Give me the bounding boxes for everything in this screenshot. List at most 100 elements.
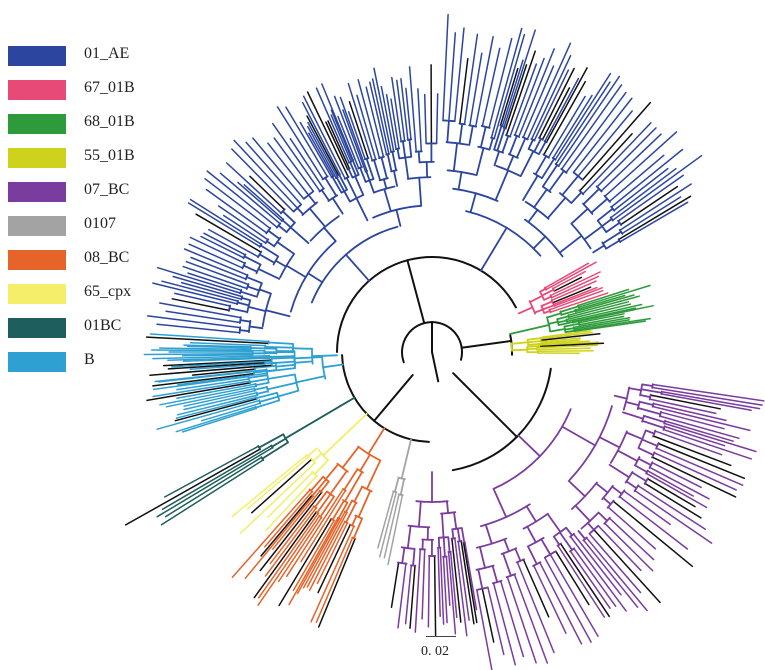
branch <box>543 295 552 301</box>
leaf-arc <box>544 287 547 291</box>
leaf-branch <box>189 198 263 245</box>
leaf-branch <box>342 109 367 173</box>
branch <box>637 407 662 416</box>
branch <box>447 536 451 553</box>
leaf-arc <box>572 171 584 181</box>
legend-label: 01BC <box>84 317 122 334</box>
branch <box>383 188 392 213</box>
branch-arc <box>446 169 476 176</box>
branch <box>641 383 654 387</box>
leaf-branch <box>538 67 575 139</box>
branch <box>510 341 529 345</box>
branch <box>265 240 276 248</box>
leaf-arc <box>543 550 557 559</box>
leaf-branch <box>273 137 315 193</box>
leaf-arc <box>264 238 269 244</box>
branch <box>408 138 413 158</box>
branch <box>267 341 295 345</box>
branch <box>365 170 371 182</box>
leaf-branch <box>509 63 538 138</box>
leaf-branch <box>253 511 318 599</box>
leaf-arc <box>337 517 340 520</box>
branch <box>514 547 522 562</box>
leaf-branch <box>503 29 536 129</box>
branch <box>359 453 371 472</box>
leaf-branch <box>264 507 317 577</box>
branch <box>597 511 608 522</box>
leaf-branch <box>542 331 594 340</box>
leaf-arc <box>322 175 329 180</box>
leaf-branch <box>124 448 261 526</box>
branch <box>519 150 535 178</box>
leaf-branch <box>460 540 475 625</box>
branch <box>631 471 648 483</box>
leaf-arc <box>364 157 369 160</box>
leaf-branch <box>208 228 260 258</box>
legend-label: B <box>84 351 95 368</box>
leaf-arc <box>651 402 655 408</box>
leaf-branch <box>245 141 302 206</box>
branch <box>254 381 270 387</box>
leaf-branch <box>608 517 655 561</box>
branch-arc <box>293 356 296 369</box>
leaf-arc <box>270 444 274 449</box>
branch <box>496 127 506 152</box>
leaf-branch <box>316 522 349 585</box>
branch <box>291 347 313 350</box>
branch <box>386 153 393 173</box>
leaf-branch <box>659 415 740 440</box>
branch <box>558 234 583 254</box>
branch <box>343 190 351 203</box>
leaf-arc <box>351 536 356 540</box>
branch-arc <box>475 564 495 571</box>
leaf-branch <box>657 442 746 480</box>
leaf-branch <box>439 546 445 625</box>
leaf-branch <box>559 542 611 618</box>
leaf-arc <box>257 251 262 258</box>
backbone-branch <box>406 259 426 324</box>
branch <box>617 449 639 462</box>
leaf-branch <box>156 323 241 334</box>
branch <box>517 434 541 458</box>
leaf-arc <box>530 138 536 142</box>
leaf-branch <box>249 175 286 211</box>
branch <box>546 196 567 220</box>
leaf-arc <box>276 222 281 229</box>
branch <box>311 354 339 358</box>
leaf-arc <box>560 168 567 174</box>
branch <box>475 147 485 177</box>
branch <box>570 207 589 225</box>
leaf-arc <box>256 391 259 396</box>
leaf-branch <box>557 75 621 167</box>
branch <box>324 176 338 197</box>
leaf-branch <box>533 69 570 142</box>
leaf-branch <box>330 114 352 163</box>
leaf-branch <box>464 541 478 611</box>
leaf-arc <box>241 262 246 269</box>
branch <box>451 528 455 540</box>
branch <box>258 395 280 403</box>
leaf-branch <box>490 27 523 139</box>
leaf-branch <box>550 280 597 302</box>
leaf-branch <box>552 94 593 159</box>
branch <box>404 156 410 180</box>
leaf-arc <box>371 158 377 162</box>
leaf-branch <box>149 333 270 343</box>
leaf-arc <box>242 254 246 259</box>
leaf-arc <box>257 445 261 450</box>
branch <box>540 538 552 556</box>
leaf-branch <box>189 363 266 371</box>
leaf-branch <box>333 95 363 168</box>
leaf-branch <box>231 454 308 518</box>
leaf-arc <box>390 150 395 153</box>
leaf-branch <box>617 174 684 222</box>
branch <box>347 167 354 179</box>
leaf-branch <box>566 303 643 323</box>
branch <box>345 176 358 200</box>
leaf-branch <box>277 516 323 583</box>
leaf-arc <box>548 309 552 313</box>
leaf-arc <box>532 561 541 567</box>
leaf-branch <box>380 85 395 153</box>
legend-item-68-01b: 68_01B <box>8 113 138 148</box>
